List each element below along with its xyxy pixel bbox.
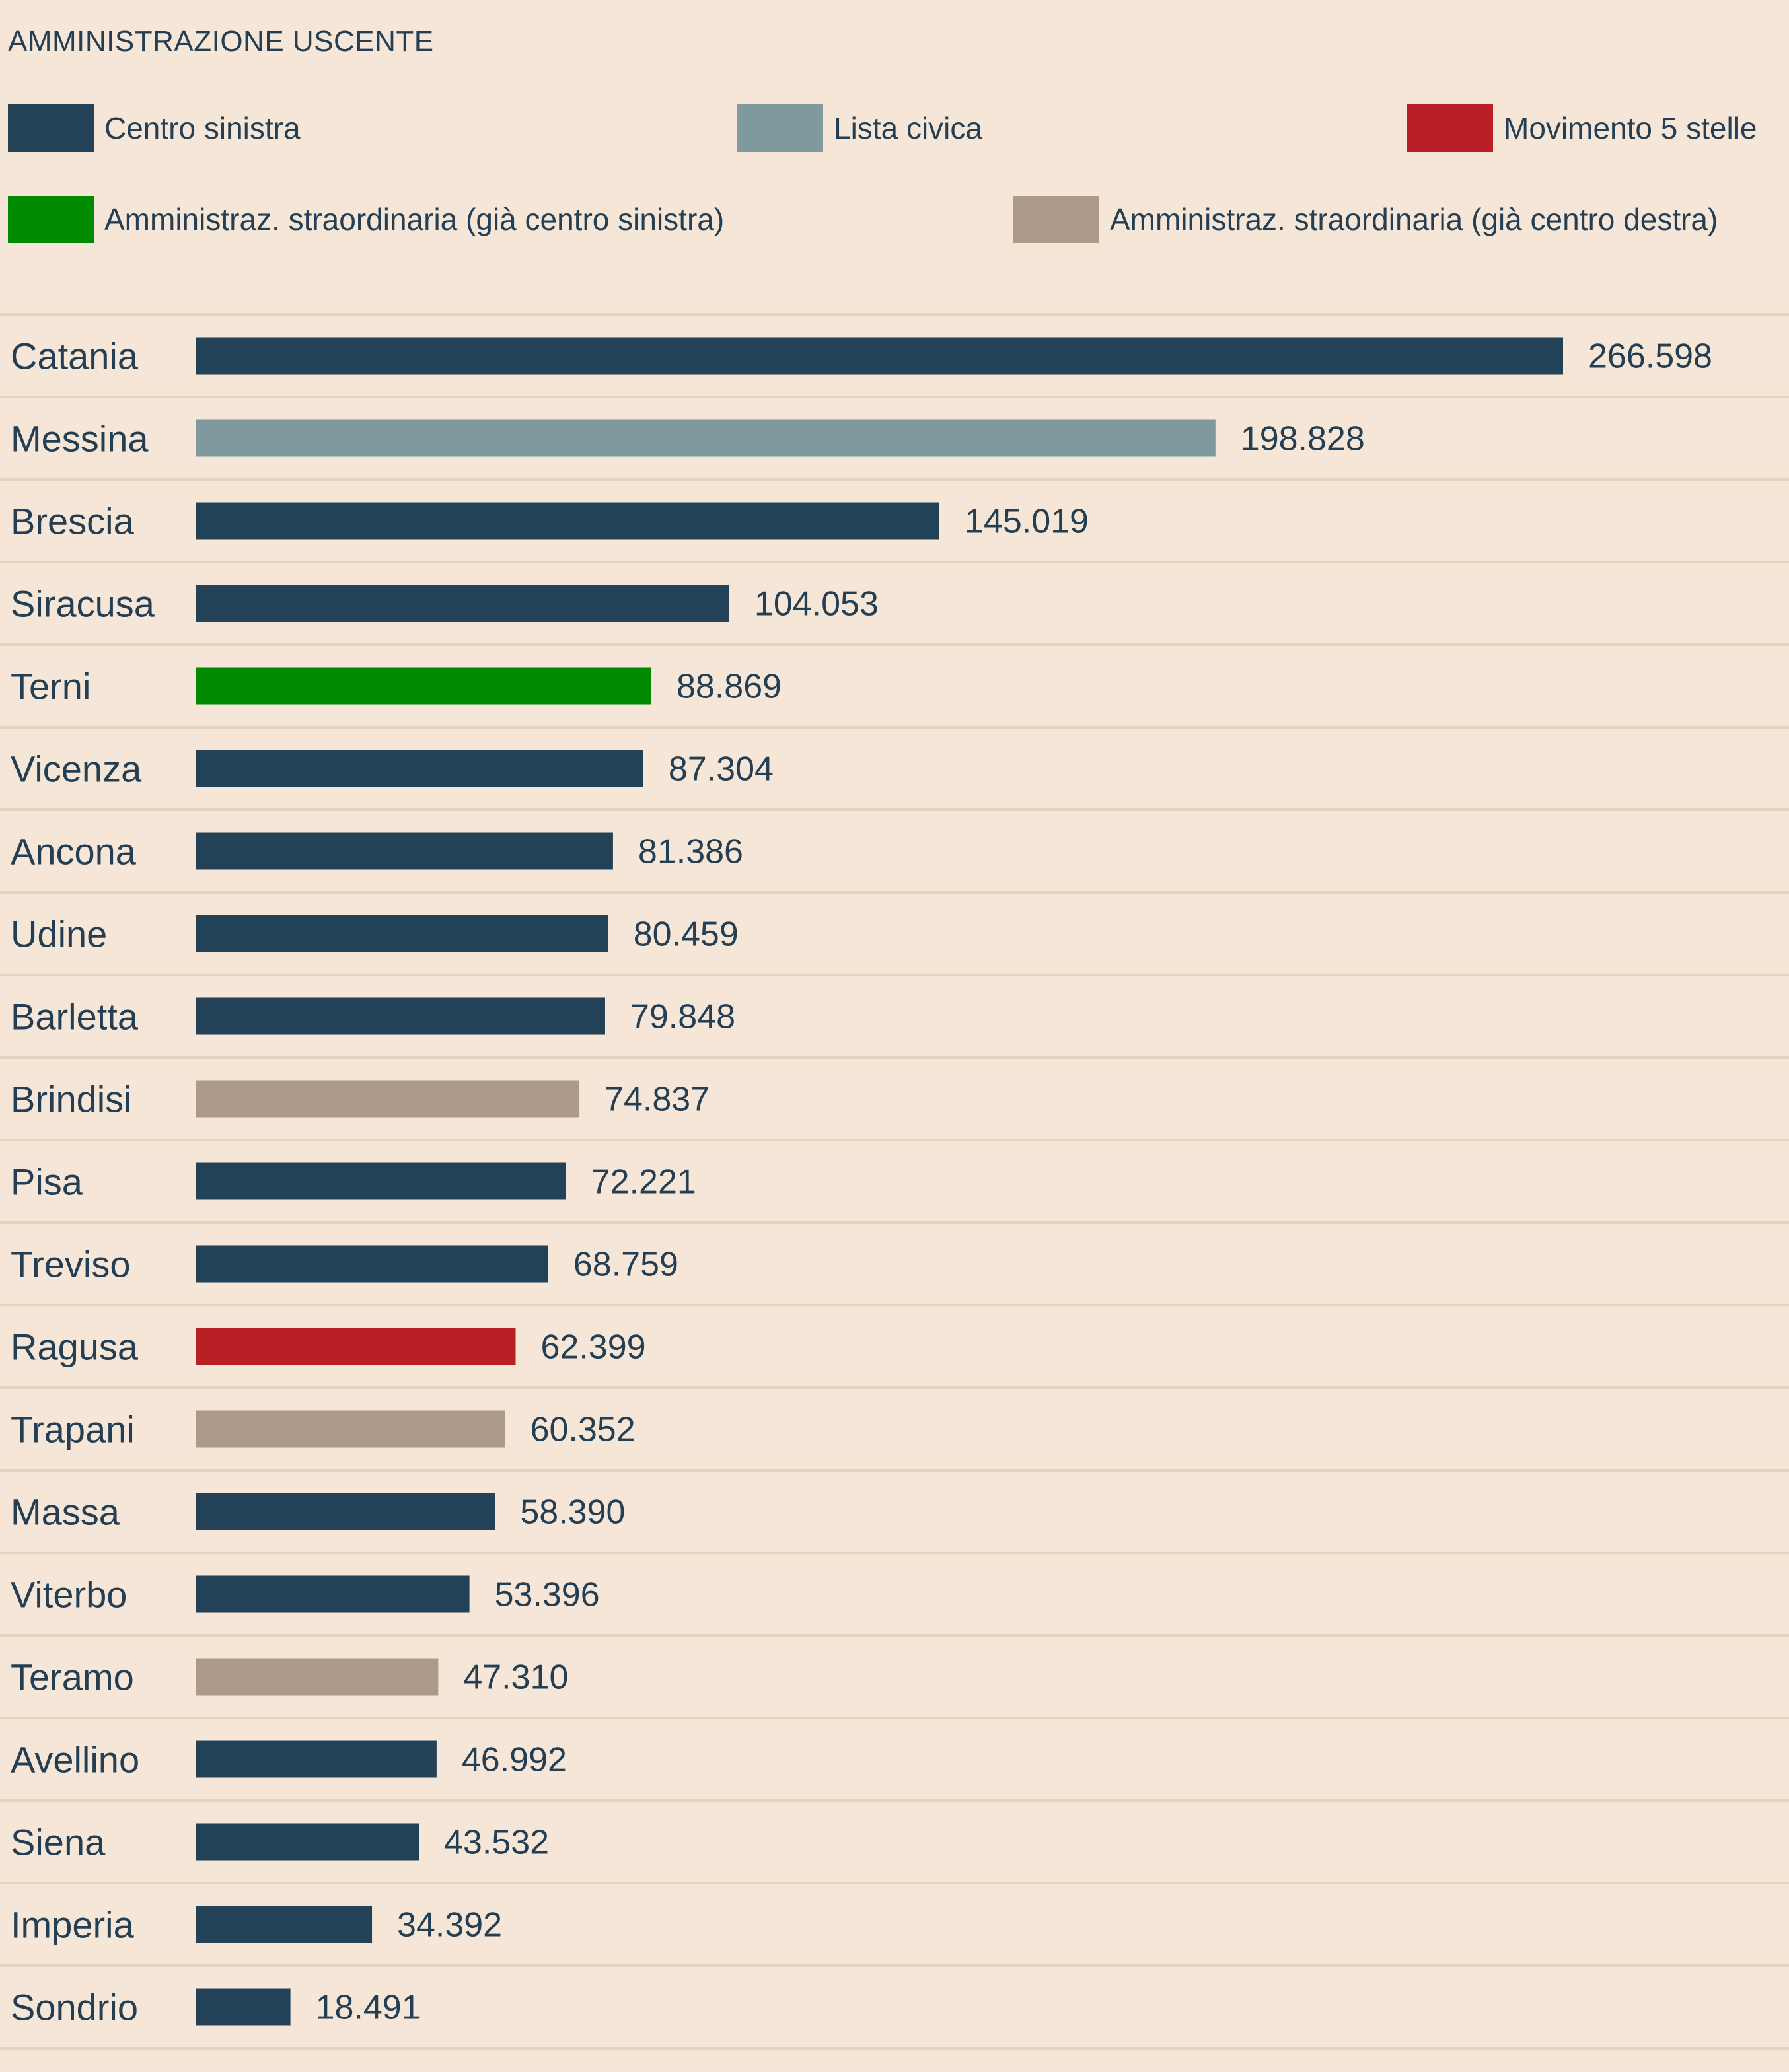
category-label-ragusa: Ragusa (11, 1326, 139, 1368)
category-label-barletta: Barletta (11, 996, 139, 1038)
bar-barletta (196, 997, 605, 1035)
category-label-catania: Catania (11, 336, 139, 377)
value-label-avellino: 46.992 (462, 1741, 567, 1779)
value-label-ragusa: 62.399 (540, 1328, 645, 1367)
legend-swatch-lista-civica (737, 104, 823, 152)
bar-catania (196, 337, 1563, 375)
chart-subtitle: AMMINISTRAZIONE USCENTE (8, 25, 434, 57)
bar-messina (196, 419, 1216, 457)
category-label-imperia: Imperia (11, 1904, 135, 1946)
legend-item-straordinaria-centro-destra: Amministraz. straordinaria (già centro d… (1013, 196, 1718, 243)
category-label-trapani: Trapani (11, 1409, 135, 1450)
category-label-viterbo: Viterbo (11, 1574, 127, 1616)
bar-siracusa (196, 585, 729, 622)
value-label-teramo: 47.310 (463, 1659, 568, 1697)
bar-pisa (196, 1162, 566, 1200)
category-label-pisa: Pisa (11, 1161, 83, 1203)
value-label-siracusa: 104.053 (754, 585, 879, 624)
bar-siena (196, 1823, 420, 1861)
category-label-udine: Udine (11, 913, 107, 955)
value-label-sondrio: 18.491 (316, 1989, 421, 2027)
value-label-udine: 80.459 (634, 915, 739, 954)
legend-swatch-movimento-5-stelle (1407, 104, 1493, 152)
value-label-messina: 198.828 (1241, 420, 1365, 458)
legend-item-straordinaria-centro-sinistra: Amministraz. straordinaria (già centro s… (8, 196, 724, 243)
category-label-brindisi: Brindisi (11, 1079, 132, 1120)
bar-ragusa (196, 1328, 516, 1365)
legend-item-movimento-5-stelle: Movimento 5 stelle (1407, 104, 1757, 152)
bar-brescia (196, 502, 939, 540)
bar-terni (196, 667, 652, 705)
value-label-trapani: 60.352 (530, 1411, 636, 1449)
legend-label-lista-civica: Lista civica (834, 111, 982, 145)
category-label-ancona: Ancona (11, 831, 137, 873)
value-label-treviso: 68.759 (573, 1246, 678, 1284)
bar-treviso (196, 1245, 548, 1283)
value-label-pisa: 72.221 (591, 1163, 696, 1201)
category-label-vicenza: Vicenza (11, 748, 142, 790)
category-label-avellino: Avellino (11, 1739, 139, 1781)
category-label-treviso: Treviso (11, 1244, 131, 1285)
bar-teramo (196, 1658, 439, 1696)
category-label-brescia: Brescia (11, 501, 135, 542)
value-label-brescia: 145.019 (965, 503, 1089, 541)
category-label-siracusa: Siracusa (11, 583, 155, 625)
category-label-messina: Messina (11, 418, 149, 460)
legend-item-centro-sinistra: Centro sinistra (8, 104, 301, 152)
value-label-imperia: 34.392 (397, 1906, 502, 1945)
legend-label-straordinaria-centro-destra: Amministraz. straordinaria (già centro d… (1110, 202, 1718, 236)
legend-swatch-centro-sinistra (8, 104, 94, 152)
value-label-massa: 58.390 (520, 1493, 625, 1532)
value-label-ancona: 81.386 (638, 833, 743, 871)
category-label-siena: Siena (11, 1822, 106, 1863)
legend-label-movimento-5-stelle: Movimento 5 stelle (1504, 111, 1757, 145)
bar-viterbo (196, 1575, 470, 1613)
legend-label-centro-sinistra: Centro sinistra (104, 111, 301, 145)
bar-brindisi (196, 1080, 580, 1118)
bar-massa (196, 1493, 495, 1530)
bar-imperia (196, 1906, 373, 1943)
category-label-sondrio: Sondrio (11, 1987, 138, 2028)
bar-vicenza (196, 750, 643, 787)
value-label-siena: 43.532 (444, 1824, 549, 1862)
legend-item-lista-civica: Lista civica (737, 104, 982, 152)
value-label-catania: 266.598 (1588, 338, 1712, 376)
category-label-terni: Terni (11, 666, 91, 707)
value-label-viterbo: 53.396 (495, 1576, 600, 1614)
bar-sondrio (196, 1988, 291, 2026)
legend-label-straordinaria-centro-sinistra: Amministraz. straordinaria (già centro s… (104, 202, 725, 236)
legend-swatch-straordinaria-centro-sinistra (8, 196, 94, 243)
bar-avellino (196, 1740, 437, 1778)
value-label-terni: 88.869 (676, 668, 782, 706)
value-label-barletta: 79.848 (630, 998, 735, 1036)
bar-udine (196, 915, 608, 952)
bar-ancona (196, 832, 613, 870)
value-label-brindisi: 74.837 (604, 1081, 710, 1119)
legend-swatch-straordinaria-centro-destra (1013, 196, 1099, 243)
category-label-teramo: Teramo (11, 1657, 134, 1698)
value-label-vicenza: 87.304 (669, 750, 774, 789)
bar-trapani (196, 1410, 505, 1448)
category-label-massa: Massa (11, 1491, 120, 1533)
